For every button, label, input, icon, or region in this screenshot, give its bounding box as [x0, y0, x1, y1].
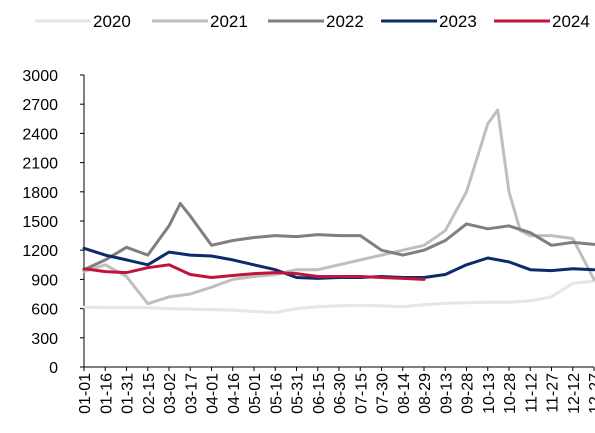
- plot-area: [82, 108, 595, 314]
- series-line-2024: [82, 263, 426, 281]
- series-line-2022: [82, 202, 595, 272]
- x-tick-label: 01-16: [98, 373, 115, 414]
- x-tick-label: 11-12: [523, 373, 540, 413]
- x-axis: 01-01 01-16 01-31 02-15 03-02 03-17 04-01 04-16…: [77, 366, 595, 414]
- x-tick-label: 03-02: [162, 373, 179, 414]
- x-tick-label: 09-28: [460, 373, 477, 414]
- y-tick-label: 900: [31, 272, 58, 289]
- x-tick-label: 10-28: [502, 373, 519, 414]
- x-tick-label: 04-01: [205, 373, 222, 414]
- x-tick-label: 01-01: [77, 373, 94, 414]
- x-tick-label: 08-29: [417, 373, 434, 414]
- legend-label-2024: 2024: [552, 12, 590, 31]
- x-tick-label: 02-15: [141, 373, 158, 414]
- y-tick-label: 1200: [22, 243, 58, 260]
- x-tick-label: 05-16: [268, 373, 285, 414]
- legend-label-2020: 2020: [93, 12, 131, 31]
- y-tick-label: 600: [31, 302, 58, 319]
- x-tick-label: 12-27: [587, 373, 595, 414]
- x-tick-label: 01-31: [120, 373, 137, 414]
- x-tick-label: 07-30: [375, 373, 392, 414]
- legend-label-2023: 2023: [439, 12, 477, 31]
- y-tick-label: 2400: [22, 126, 58, 143]
- y-tick-label: 300: [31, 331, 58, 348]
- y-tick-label: 0: [49, 360, 58, 377]
- y-tick-label: 3000: [22, 68, 58, 85]
- x-tick-label: 05-31: [290, 373, 307, 414]
- x-tick-label: 06-30: [332, 373, 349, 414]
- series-line-2021: [82, 108, 595, 306]
- y-tick-label: 1500: [22, 214, 58, 231]
- x-tick-label: 06-15: [311, 373, 328, 414]
- x-tick-label: 12-12: [566, 373, 583, 414]
- x-tick-label: 05-01: [247, 373, 264, 414]
- y-axis: 0 300 600 900 1200 1500 1800 2100 2400 2700 3000: [22, 68, 85, 377]
- legend: 2020 2021 2022 2023 2024: [35, 12, 590, 31]
- x-tick-label: 10-13: [481, 373, 498, 414]
- x-tick-label: 07-15: [353, 373, 370, 414]
- legend-label-2021: 2021: [210, 12, 248, 31]
- y-tick-label: 1800: [22, 185, 58, 202]
- legend-label-2022: 2022: [326, 12, 364, 31]
- x-tick-label: 11-27: [545, 373, 562, 413]
- x-tick-label: 09-13: [438, 373, 455, 414]
- x-tick-label: 08-14: [396, 373, 413, 414]
- x-tick-label: 03-17: [183, 373, 200, 414]
- x-tick-label: 04-16: [226, 373, 243, 414]
- series-line-2020: [82, 279, 595, 314]
- y-tick-label: 2100: [22, 156, 58, 173]
- y-tick-label: 2700: [22, 97, 58, 114]
